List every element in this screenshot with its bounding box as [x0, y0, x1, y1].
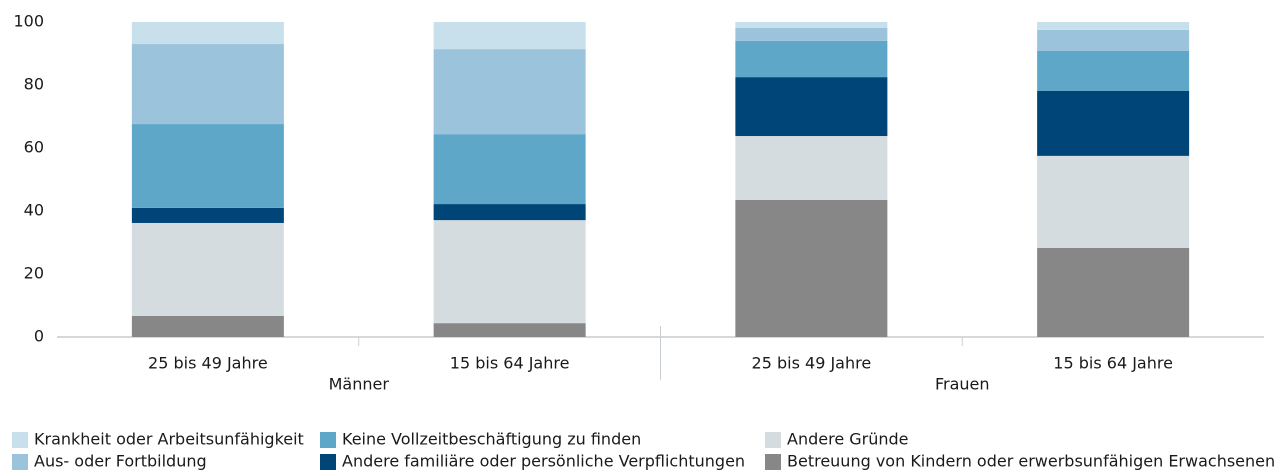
- bar-segment: [131, 22, 284, 45]
- bar-segment: [1037, 155, 1190, 248]
- legend-swatch: [765, 432, 781, 448]
- y-tick-label: 80: [24, 75, 44, 94]
- bar-segment: [433, 134, 586, 205]
- group-label: Frauen: [935, 375, 990, 394]
- legend-swatch: [12, 432, 28, 448]
- bar-segment: [1037, 50, 1190, 91]
- group-label: Männer: [329, 375, 390, 394]
- bar-segment: [433, 204, 586, 221]
- x-tick-label: 25 bis 49 Jahre: [752, 354, 872, 373]
- legend-label: Andere familiäre oder persönliche Verpfl…: [342, 452, 745, 471]
- legend-swatch: [12, 454, 28, 470]
- bar-segment: [131, 222, 284, 316]
- y-tick-label: 60: [24, 138, 44, 157]
- legend-swatch: [320, 432, 336, 448]
- bar-segment: [131, 44, 284, 125]
- bar-segment: [131, 124, 284, 208]
- bar-segment: [433, 49, 586, 135]
- y-tick-label: 100: [13, 12, 44, 31]
- bar-segment: [735, 199, 888, 337]
- y-tick-label: 20: [24, 264, 44, 283]
- bar-segment: [735, 77, 888, 137]
- bar-segment: [735, 40, 888, 78]
- legend-label: Keine Vollzeitbeschäftigung zu finden: [342, 430, 641, 449]
- legend-label: Krankheit oder Arbeitsunfähigkeit: [34, 430, 304, 449]
- x-tick-label: 15 bis 64 Jahre: [1053, 354, 1173, 373]
- bar-segment: [1037, 29, 1190, 51]
- x-tick-label: 25 bis 49 Jahre: [148, 354, 268, 373]
- bar-segment: [1037, 247, 1190, 337]
- bar-segment: [735, 136, 888, 200]
- bar-segment: [1037, 22, 1190, 30]
- legend-swatch: [320, 454, 336, 470]
- bar-segment: [735, 27, 888, 41]
- y-tick-label: 0: [34, 327, 44, 346]
- bar-segment: [433, 323, 586, 337]
- bar-segment: [131, 207, 284, 223]
- legend-label: Andere Gründe: [787, 430, 909, 449]
- legend-label: Betreuung von Kindern oder erwerbsunfähi…: [787, 452, 1274, 471]
- y-tick-label: 40: [24, 201, 44, 220]
- bar-segment: [131, 315, 284, 337]
- bar-segment: [1037, 90, 1190, 156]
- legend-label: Aus- oder Fortbildung: [34, 452, 207, 471]
- x-tick-label: 15 bis 64 Jahre: [450, 354, 570, 373]
- bar-segment: [433, 220, 586, 324]
- bar-segment: [433, 22, 586, 50]
- legend-swatch: [765, 454, 781, 470]
- bar-segment: [735, 22, 888, 28]
